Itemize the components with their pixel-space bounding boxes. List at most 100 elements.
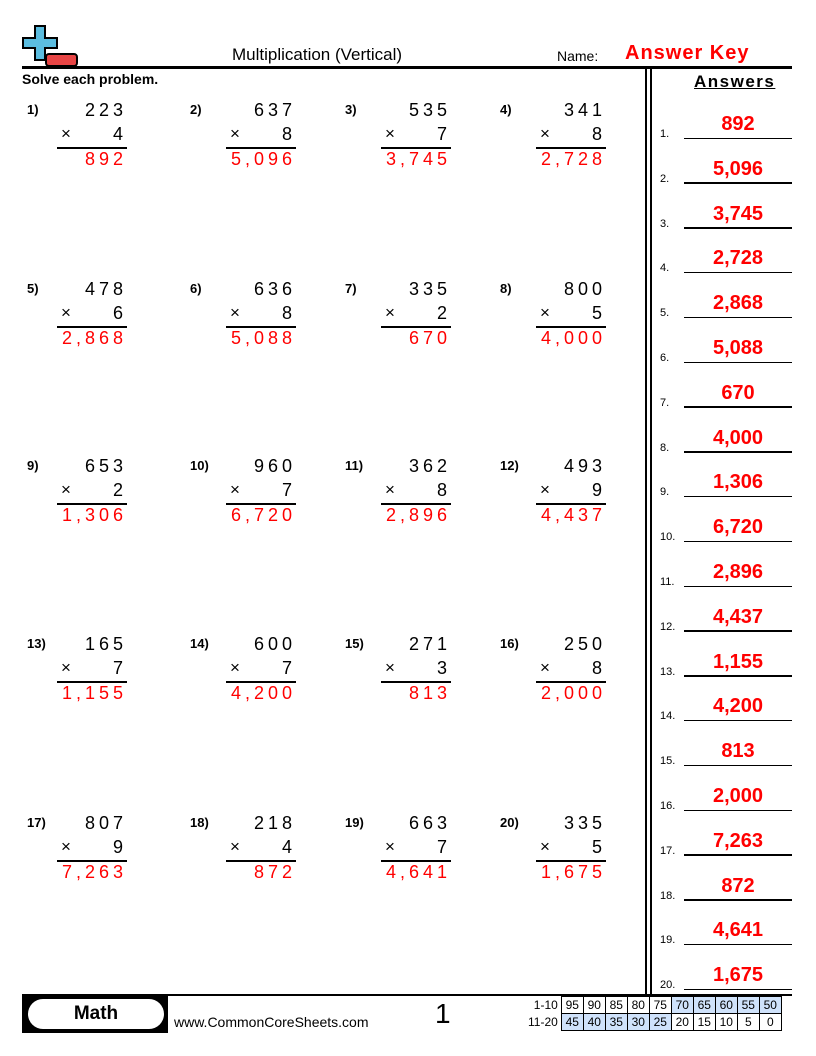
answer-line bbox=[381, 503, 451, 505]
answer-key-item: 19. 4,641 bbox=[660, 906, 792, 946]
answer-line bbox=[226, 681, 296, 683]
multiplier: 7 bbox=[281, 480, 296, 500]
multiplier: 9 bbox=[112, 837, 127, 857]
answer-key-item: 12. 4,437 bbox=[660, 593, 792, 633]
multiplicand: 341 bbox=[563, 100, 606, 120]
answer-number: 11. bbox=[660, 576, 675, 588]
answer-value: 4,641 bbox=[712, 919, 764, 942]
problem-answer: 6,720 bbox=[230, 505, 296, 525]
answer-number: 4. bbox=[660, 262, 670, 275]
answer-number: 10. bbox=[660, 531, 676, 544]
problem-number: 13) bbox=[27, 636, 46, 651]
answer-value: 5,088 bbox=[712, 337, 764, 359]
problem-number: 20) bbox=[500, 815, 519, 830]
footer-divider bbox=[22, 994, 792, 996]
answer-key-item: 1. 892 bbox=[660, 100, 792, 140]
problem: 20) 335 × 5 1,675 bbox=[500, 813, 640, 903]
answer-line bbox=[536, 860, 606, 862]
score-cell: 25 bbox=[648, 1013, 672, 1031]
answer-value: 5,096 bbox=[712, 157, 764, 180]
problem: 8) 800 × 5 4,000 bbox=[500, 279, 640, 369]
multiplicand: 960 bbox=[253, 456, 296, 476]
answer-blank bbox=[684, 495, 792, 498]
answer-value: 892 bbox=[721, 113, 755, 135]
score-cell: 40 bbox=[582, 1013, 606, 1031]
multiplier: 5 bbox=[591, 303, 606, 323]
problem: 5) 478 × 6 2,868 bbox=[27, 279, 167, 369]
score-cell: 95 bbox=[560, 996, 584, 1014]
answer-line bbox=[226, 860, 296, 862]
problem-answer: 4,437 bbox=[540, 505, 606, 525]
times-symbol: × bbox=[61, 124, 71, 143]
problem: 3) 535 × 7 3,745 bbox=[345, 100, 485, 190]
answer-key-item: 6. 5,088 bbox=[660, 324, 792, 364]
multiplicand: 335 bbox=[408, 279, 451, 299]
score-cell: 60 bbox=[714, 996, 738, 1014]
score-cell: 80 bbox=[626, 996, 650, 1014]
multiplier: 8 bbox=[281, 124, 296, 144]
times-symbol: × bbox=[385, 303, 395, 322]
times-symbol: × bbox=[540, 303, 550, 322]
problem-number: 8) bbox=[500, 281, 512, 296]
answer-value: 3,745 bbox=[712, 202, 764, 225]
answer-blank bbox=[684, 764, 792, 767]
problem-answer: 1,675 bbox=[540, 862, 606, 882]
answer-value: 4,200 bbox=[712, 695, 764, 718]
multiplier: 4 bbox=[281, 837, 296, 857]
problem-number: 11) bbox=[345, 458, 364, 473]
answer-value: 2,868 bbox=[712, 292, 764, 315]
name-value: Answer Key bbox=[625, 42, 750, 64]
answer-blank bbox=[684, 540, 792, 543]
problem-answer: 872 bbox=[253, 862, 296, 882]
answer-blank bbox=[684, 227, 792, 229]
score-cell: 15 bbox=[692, 1013, 716, 1031]
answer-line bbox=[536, 326, 606, 328]
times-symbol: × bbox=[61, 658, 71, 677]
answer-blank bbox=[684, 943, 792, 946]
problem: 10) 960 × 7 6,720 bbox=[190, 456, 330, 546]
problem: 16) 250 × 8 2,000 bbox=[500, 634, 640, 724]
problem-number: 16) bbox=[500, 636, 519, 651]
answer-value: 1,155 bbox=[712, 650, 764, 673]
answer-value: 4,000 bbox=[712, 426, 764, 449]
answer-key-item: 5. 2,868 bbox=[660, 279, 792, 319]
answer-blank bbox=[684, 719, 792, 722]
score-cell: 5 bbox=[736, 1013, 760, 1031]
multiplicand: 535 bbox=[408, 100, 451, 120]
answer-key-item: 3. 3,745 bbox=[660, 190, 792, 230]
multiplier: 8 bbox=[591, 124, 606, 144]
answer-line bbox=[226, 503, 296, 505]
times-symbol: × bbox=[230, 303, 240, 322]
problem-number: 10) bbox=[190, 458, 209, 473]
problem: 1) 223 × 4 892 bbox=[27, 100, 167, 190]
problem-number: 3) bbox=[345, 102, 357, 117]
answer-number: 6. bbox=[660, 352, 670, 364]
problem-answer: 1,306 bbox=[61, 505, 127, 525]
problem: 17) 807 × 9 7,263 bbox=[27, 813, 167, 903]
answer-blank bbox=[684, 271, 792, 274]
answer-number: 9. bbox=[660, 486, 670, 499]
multiplicand: 335 bbox=[563, 813, 606, 833]
multiplier: 8 bbox=[591, 658, 606, 678]
problem-number: 4) bbox=[500, 102, 512, 117]
problem: 15) 271 × 3 813 bbox=[345, 634, 485, 724]
answer-key-item: 15. 813 bbox=[660, 727, 792, 767]
score-row-label: 11-20 bbox=[528, 1015, 558, 1029]
header-divider bbox=[22, 66, 792, 69]
multiplicand: 663 bbox=[408, 813, 451, 833]
multiplier: 2 bbox=[436, 303, 451, 323]
answer-value: 7,263 bbox=[712, 829, 764, 852]
times-symbol: × bbox=[540, 658, 550, 677]
multiplicand: 807 bbox=[84, 813, 127, 833]
problem-answer: 813 bbox=[408, 683, 451, 703]
score-cell: 20 bbox=[670, 1013, 694, 1031]
answer-number: 7. bbox=[660, 396, 670, 409]
problem-number: 6) bbox=[190, 281, 202, 296]
multiplier: 7 bbox=[436, 124, 451, 144]
answer-value: 2,000 bbox=[712, 785, 764, 807]
multiplicand: 165 bbox=[84, 634, 127, 654]
multiplicand: 478 bbox=[84, 279, 127, 299]
multiplicand: 223 bbox=[84, 100, 127, 120]
times-symbol: × bbox=[385, 658, 395, 677]
times-symbol: × bbox=[61, 480, 71, 499]
